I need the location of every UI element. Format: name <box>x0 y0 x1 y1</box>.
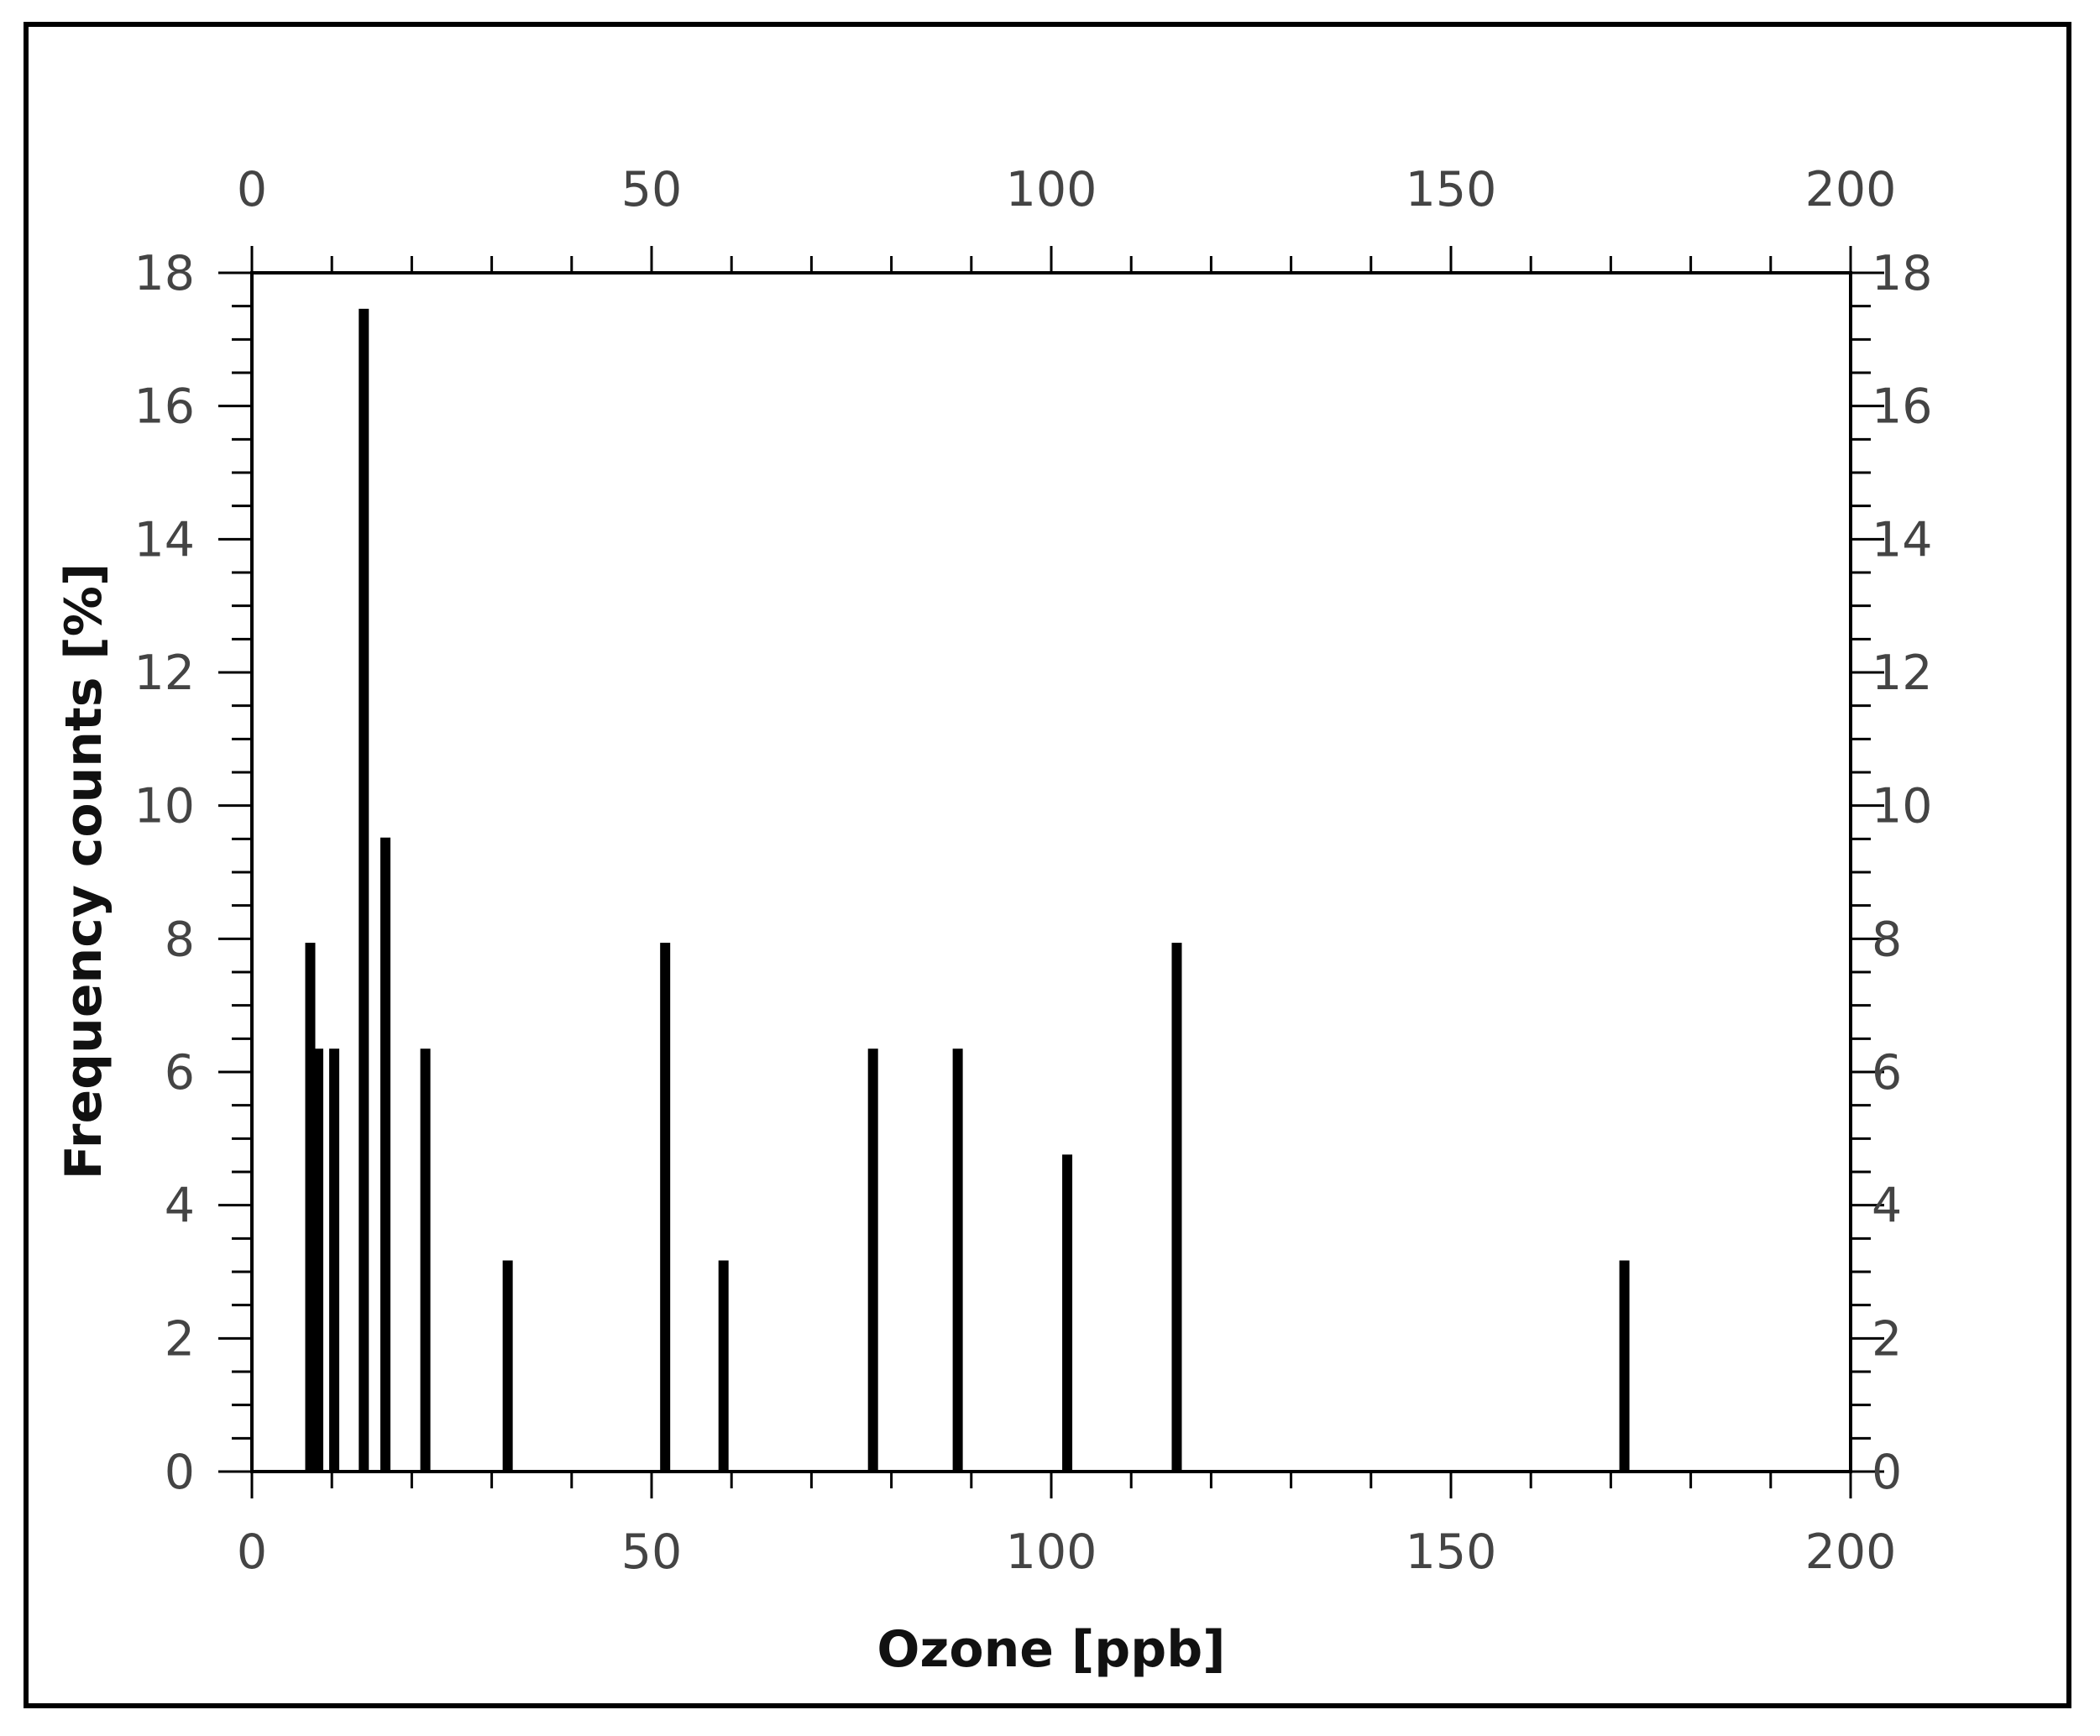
x-axis-title: Ozone [ppb] <box>877 1620 1225 1679</box>
histogram-bar <box>502 1260 513 1472</box>
histogram-bar <box>952 1048 963 1472</box>
ticks-layer <box>218 246 1884 1498</box>
y-tick-label-right: 14 <box>1872 512 1933 567</box>
histogram-bar <box>420 1048 431 1472</box>
histogram-bar <box>359 308 369 1472</box>
x-tick-label-top: 50 <box>621 162 683 217</box>
histogram-bar <box>313 1048 324 1472</box>
y-tick-label-left: 2 <box>165 1311 195 1367</box>
x-tick-label-bottom: 50 <box>621 1524 683 1580</box>
y-tick-label-left: 18 <box>134 246 195 301</box>
y-tick-label-right: 8 <box>1872 912 1902 967</box>
y-tick-label-right: 12 <box>1872 646 1933 701</box>
y-tick-label-right: 0 <box>1872 1445 1902 1500</box>
y-tick-label-left: 6 <box>165 1045 195 1101</box>
y-tick-label-left: 0 <box>165 1445 195 1500</box>
x-tick-label-top: 100 <box>1006 162 1097 217</box>
x-tick-label-bottom: 200 <box>1805 1524 1897 1580</box>
y-tick-label-left: 4 <box>165 1179 195 1234</box>
y-tick-label-right: 4 <box>1872 1179 1902 1234</box>
histogram-bar <box>380 837 390 1472</box>
histogram-bar <box>1619 1260 1630 1472</box>
plot-area <box>250 271 1852 1473</box>
histogram-bar <box>329 1048 340 1472</box>
y-tick-label-right: 18 <box>1872 246 1933 301</box>
x-tick-label-top: 0 <box>237 162 267 217</box>
x-tick-label-bottom: 100 <box>1006 1524 1097 1580</box>
x-tick-label-top: 150 <box>1406 162 1497 217</box>
histogram-bar <box>1062 1154 1073 1472</box>
histogram-bar <box>305 943 316 1472</box>
y-tick-label-left: 14 <box>134 512 195 567</box>
x-tick-label-top: 200 <box>1805 162 1897 217</box>
y-tick-label-right: 16 <box>1872 379 1933 435</box>
y-tick-label-right: 10 <box>1872 779 1933 834</box>
histogram-bar <box>718 1260 729 1472</box>
y-tick-label-left: 8 <box>165 912 195 967</box>
histogram-bar <box>1171 943 1182 1472</box>
y-tick-label-left: 16 <box>134 379 195 435</box>
y-tick-label-left: 12 <box>134 646 195 701</box>
bars-layer <box>305 308 1630 1472</box>
y-tick-label-right: 6 <box>1872 1045 1902 1101</box>
y-tick-label-left: 10 <box>134 779 195 834</box>
histogram-bar <box>867 1048 878 1472</box>
y-axis-title: Frequency counts [%] <box>55 563 113 1180</box>
chart-frame: 0 0 50 50 100 100 150 150 200 200 0 0 2 2 4 4 6 6 8 8 10 10 12… <box>24 22 2071 1708</box>
x-tick-label-bottom: 0 <box>237 1524 267 1580</box>
y-tick-label-right: 2 <box>1872 1311 1902 1367</box>
histogram-bar <box>660 943 671 1472</box>
x-tick-label-bottom: 150 <box>1406 1524 1497 1580</box>
